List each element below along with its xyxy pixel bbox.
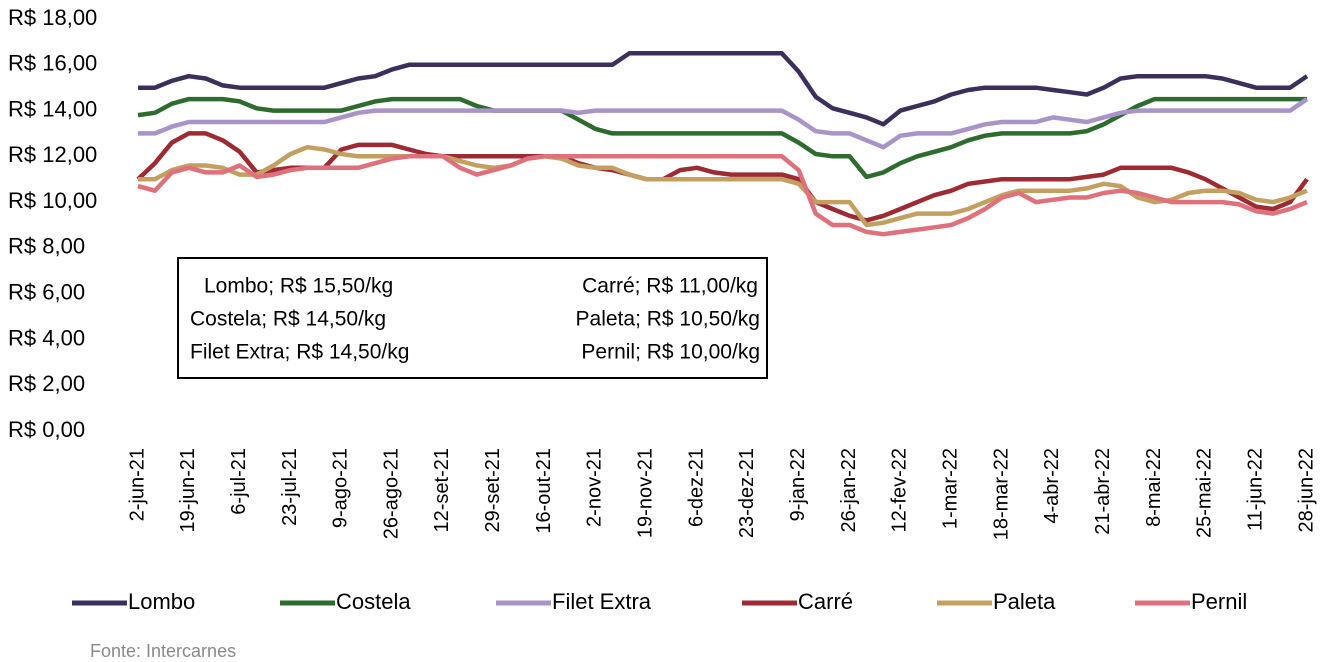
x-tick-label: 4-abr-22 (1041, 448, 1063, 524)
series-line (137, 154, 1308, 237)
annotation: Paleta; R$ 10,50/kg (576, 308, 760, 331)
x-tick-label: 19-nov-21 (635, 448, 657, 538)
y-tick-label: R$ 12,00 (8, 142, 97, 167)
x-tick-label: 9-jan-22 (787, 448, 809, 521)
y-tick-label: R$ 0,00 (8, 417, 85, 442)
x-tick-label: 28-jun-22 (1295, 448, 1317, 533)
x-tick-label: 12-fev-22 (889, 448, 911, 533)
x-tick-label: 11-jun-22 (1244, 448, 1266, 531)
x-tick-label: 23-jul-21 (279, 448, 301, 526)
x-tick-label: 26-ago-21 (380, 448, 402, 539)
y-tick-label: R$ 6,00 (8, 279, 85, 304)
x-tick-label: 9-ago-21 (330, 448, 352, 528)
y-tick-label: R$ 4,00 (8, 325, 85, 350)
x-tick-label: 2-jun-21 (126, 448, 148, 521)
annotation: Carré; R$ 11,00/kg (582, 275, 758, 298)
x-tick-label: 8-mai-22 (1143, 448, 1165, 527)
legend-label: Pernil (1191, 589, 1247, 614)
x-tick-label: 6-dez-21 (685, 448, 707, 527)
y-tick-label: R$ 2,00 (8, 371, 85, 396)
source: Fonte: Intercarnes (90, 641, 236, 661)
series-line (138, 144, 1308, 228)
annotation: Pernil; R$ 10,00/kg (581, 341, 760, 364)
annotation-box (177, 257, 768, 379)
x-tick-label: 26-jan-22 (838, 448, 860, 533)
x-tick-label: 29-set-21 (482, 448, 504, 533)
x-tick-label: 23-dez-21 (736, 448, 758, 538)
series-line (136, 131, 1309, 223)
x-tick-label: 16-out-21 (533, 448, 555, 534)
legend-label: Costela (336, 589, 411, 614)
x-tick-label: 18-mar-22 (990, 448, 1012, 540)
legend-label: Filet Extra (552, 589, 652, 614)
x-tick-label: 12-set-21 (431, 448, 453, 532)
series-line (138, 97, 1309, 150)
y-tick-label: R$ 16,00 (8, 51, 97, 76)
x-tick-label: 19-jun-21 (177, 448, 199, 533)
y-tick-label: R$ 10,00 (8, 188, 97, 213)
x-tick-label: 1-mar-22 (939, 448, 961, 529)
y-tick-label: R$ 18,00 (8, 5, 97, 30)
legend-label: Carré (798, 589, 853, 614)
x-tick-label: 2-nov-21 (584, 448, 606, 527)
y-tick-label: R$ 14,00 (8, 96, 97, 121)
annotation: Lombo; R$ 15,50/kg (204, 275, 393, 298)
x-tick-label: 21-abr-22 (1092, 448, 1114, 535)
legend-label: Lombo (128, 589, 195, 614)
y-tick-label: R$ 8,00 (8, 234, 85, 259)
legend-label: Paleta (993, 589, 1056, 614)
annotation: Costela; R$ 14,50/kg (190, 308, 386, 331)
x-tick-label: 6-jul-21 (228, 448, 250, 515)
x-tick-label: 25-mai-22 (1194, 448, 1216, 538)
series-line (138, 51, 1309, 127)
annotation: Filet Extra; R$ 14,50/kg (190, 341, 409, 364)
series-line (137, 96, 1307, 180)
